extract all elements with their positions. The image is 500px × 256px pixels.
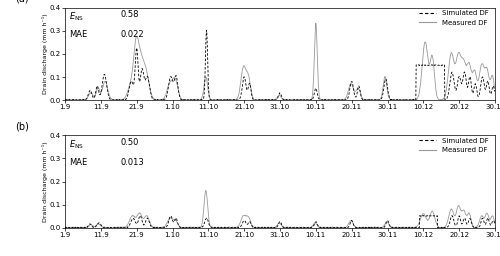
Text: 0.022: 0.022 <box>121 30 144 39</box>
Text: MAE: MAE <box>70 30 87 39</box>
Text: $E_{\rm NS}$: $E_{\rm NS}$ <box>70 138 84 151</box>
Text: $E_{\rm NS}$: $E_{\rm NS}$ <box>70 10 84 23</box>
Text: MAE: MAE <box>70 157 87 167</box>
Legend: Simulated DF, Measured DF: Simulated DF, Measured DF <box>416 135 492 156</box>
Text: 0.58: 0.58 <box>121 10 140 19</box>
Text: 0.013: 0.013 <box>121 157 144 167</box>
Y-axis label: Drain discharge (mm h⁻¹): Drain discharge (mm h⁻¹) <box>42 14 48 94</box>
Text: (a): (a) <box>16 0 29 4</box>
Legend: Simulated DF, Measured DF: Simulated DF, Measured DF <box>416 7 492 28</box>
Text: 0.50: 0.50 <box>121 138 140 147</box>
Text: (b): (b) <box>16 122 30 132</box>
Y-axis label: Drain discharge (mm h⁻¹): Drain discharge (mm h⁻¹) <box>42 141 48 222</box>
